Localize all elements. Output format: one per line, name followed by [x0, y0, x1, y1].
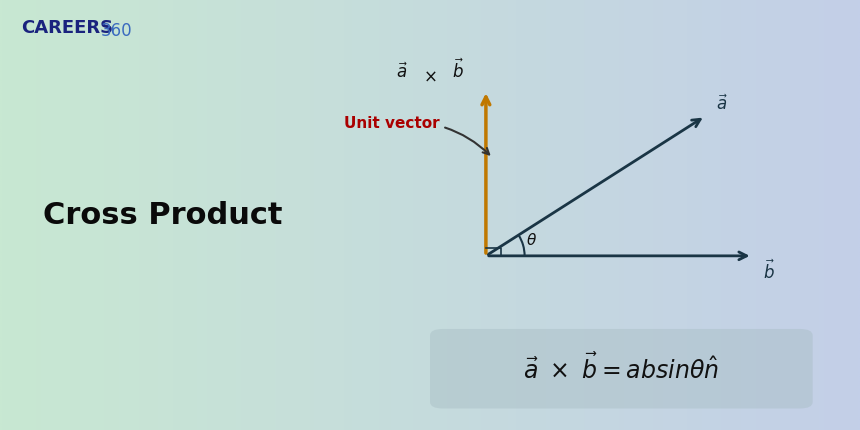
Text: 360: 360 — [101, 22, 132, 40]
Text: $\vec{b}$: $\vec{b}$ — [763, 259, 775, 283]
Text: Unit vector: Unit vector — [344, 116, 489, 154]
Text: $\vec{a}$: $\vec{a}$ — [716, 95, 728, 114]
Text: CAREERS: CAREERS — [22, 19, 114, 37]
Text: Cross Product: Cross Product — [43, 200, 282, 230]
Text: $\vec{b}$: $\vec{b}$ — [452, 58, 464, 82]
FancyBboxPatch shape — [430, 329, 813, 408]
Text: $\times$: $\times$ — [423, 67, 437, 85]
Text: $\vec{a}\ \times\ \vec{b} = absin\theta\hat{n}$: $\vec{a}\ \times\ \vec{b} = absin\theta\… — [524, 353, 719, 384]
Text: θ: θ — [527, 233, 537, 248]
Text: $\vec{a}$: $\vec{a}$ — [396, 62, 408, 82]
